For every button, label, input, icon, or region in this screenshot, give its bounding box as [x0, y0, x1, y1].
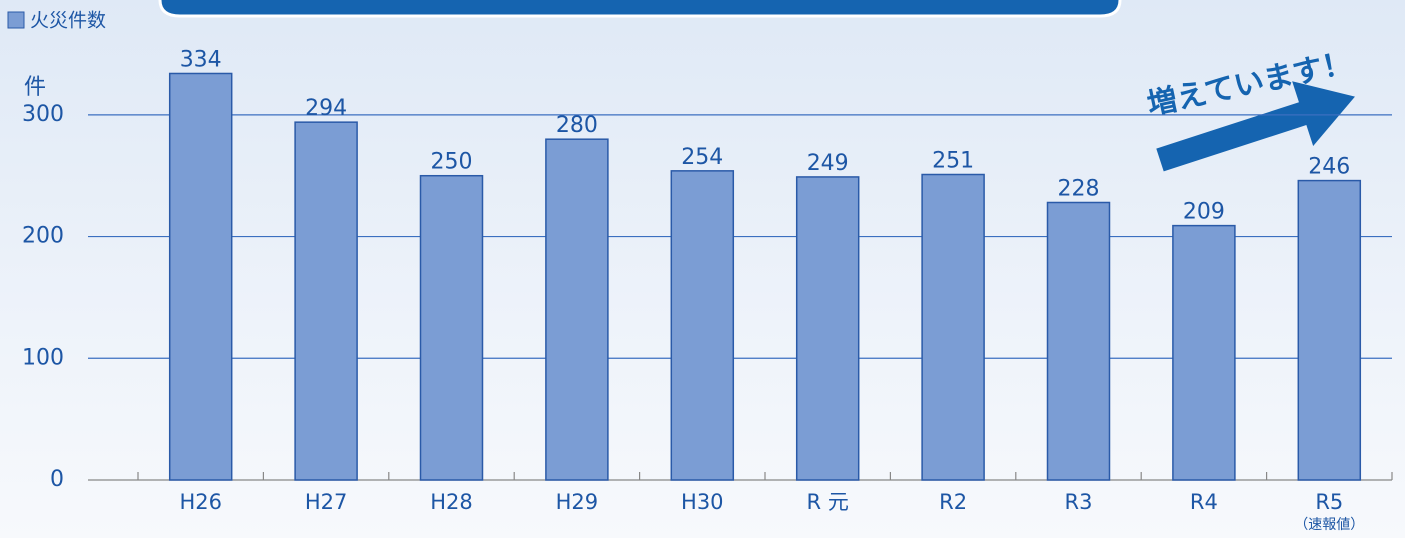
x-tick-label: H30	[681, 490, 724, 514]
bar	[670, 170, 735, 481]
banner	[158, 0, 1122, 18]
arrow-shape	[1156, 81, 1355, 172]
legend-swatch	[7, 11, 25, 29]
x-tick-label: R2	[939, 490, 967, 514]
x-tick-label: R5	[1315, 490, 1343, 514]
bar	[1172, 224, 1236, 481]
value-label: 250	[431, 150, 473, 175]
value-label: 254	[681, 145, 723, 170]
value-label: 249	[807, 151, 849, 176]
x-tick-label: H28	[430, 490, 473, 514]
value-label: 246	[1308, 155, 1350, 180]
y-tick-label: 100	[22, 345, 64, 370]
value-label: 294	[305, 96, 347, 121]
x-tick-label: R4	[1190, 490, 1218, 514]
bar	[1046, 201, 1111, 481]
bar	[168, 72, 233, 481]
value-label: 251	[932, 148, 974, 173]
x-tick-label: R 元	[807, 490, 849, 514]
bar	[921, 173, 985, 481]
y-tick-label: 300	[22, 102, 64, 127]
bar	[545, 138, 609, 481]
value-label: 334	[180, 47, 222, 72]
x-tick-label: R3	[1065, 490, 1093, 514]
y-tick-label: 0	[50, 467, 64, 492]
value-label: 280	[556, 113, 598, 138]
x-tick-label: H27	[305, 490, 348, 514]
value-label: 209	[1183, 200, 1225, 225]
bar	[294, 121, 358, 481]
arrow	[1156, 81, 1355, 172]
category-note: （速報値）	[1294, 517, 1364, 533]
x-tick-label: H29	[556, 490, 599, 514]
bar	[1297, 179, 1362, 481]
y-tick-label: 200	[22, 224, 64, 249]
legend-label: 火災件数	[30, 10, 106, 32]
bar	[419, 174, 484, 481]
bar	[795, 176, 860, 481]
value-label: 228	[1058, 176, 1100, 201]
y-unit: 件	[24, 75, 46, 100]
x-tick-label: H26	[179, 490, 222, 514]
